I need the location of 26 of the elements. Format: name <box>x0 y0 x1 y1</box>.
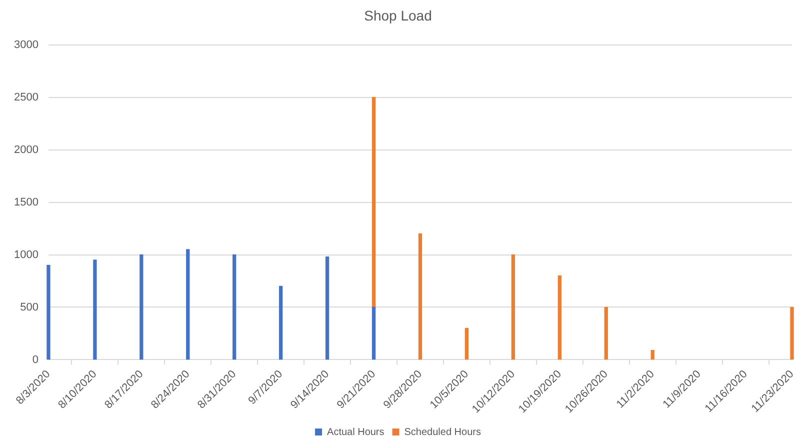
y-tick-label: 1000 <box>14 248 38 261</box>
y-tick-label: 0 <box>32 354 38 366</box>
bar <box>511 254 516 360</box>
bar <box>46 264 50 360</box>
bar <box>558 275 562 360</box>
bar <box>140 254 144 360</box>
legend-label: Scheduled Hours <box>404 426 481 438</box>
y-tick-label: 1500 <box>14 196 38 208</box>
y-tick-label: 3000 <box>14 38 38 51</box>
bar <box>418 233 422 360</box>
bar <box>604 306 608 360</box>
y-tick-label: 500 <box>20 301 38 314</box>
bar <box>232 254 236 360</box>
y-tick-label: 2000 <box>14 144 38 156</box>
bar <box>186 249 190 360</box>
bar <box>372 306 376 360</box>
bar <box>650 350 654 360</box>
y-tick-label: 2500 <box>14 91 38 104</box>
bar <box>790 306 794 360</box>
chart-title: Shop Load <box>364 7 432 24</box>
bar <box>464 328 469 360</box>
bar <box>93 260 97 360</box>
legend-label: Actual Hours <box>327 426 384 438</box>
bar <box>278 286 283 360</box>
bar <box>325 256 330 360</box>
bar <box>372 96 376 308</box>
